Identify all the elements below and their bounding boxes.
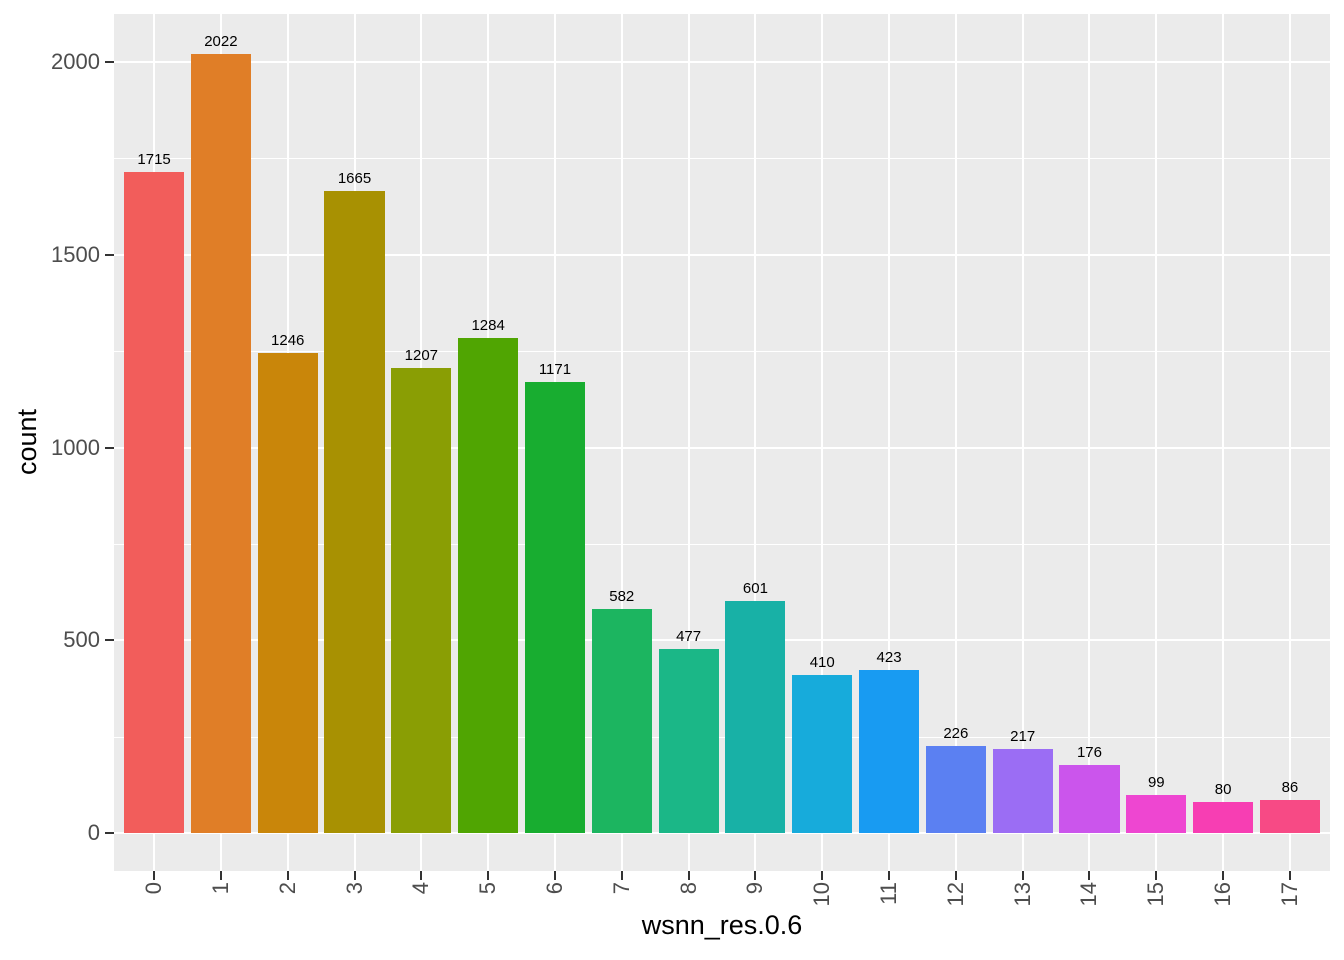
major-gridline-x [1155, 14, 1158, 871]
major-gridline-x [888, 14, 891, 871]
bar [725, 601, 786, 833]
bar [992, 749, 1053, 833]
minor-gridline-y [114, 543, 1330, 545]
bar-value-label: 423 [876, 648, 902, 666]
bar-value-label: 1284 [471, 317, 505, 335]
x-axis-tick [888, 871, 891, 880]
major-gridline-x [954, 14, 957, 871]
x-axis-tick [420, 871, 423, 880]
x-axis-tick [153, 871, 156, 880]
minor-gridline-y [114, 158, 1330, 160]
bar-value-label: 226 [943, 724, 969, 742]
major-gridline-y [114, 253, 1330, 256]
major-gridline-x [754, 14, 757, 871]
x-axis-tick [353, 871, 356, 880]
y-axis-tick [105, 253, 114, 256]
minor-gridline-y [114, 736, 1330, 738]
major-gridline-y [114, 832, 1330, 834]
bar [658, 649, 719, 833]
major-gridline-y [114, 61, 1330, 63]
bar-value-label: 99 [1147, 773, 1165, 791]
bar-value-label: 1171 [538, 360, 572, 378]
y-axis-title: count [12, 408, 42, 476]
x-axis-tick [954, 871, 957, 880]
major-gridline-x [620, 14, 623, 871]
bar-value-label: 582 [609, 587, 635, 605]
bar-value-label: 176 [1076, 744, 1102, 762]
x-axis-tick [620, 871, 623, 880]
x-axis-tick [1222, 871, 1225, 880]
x-axis-tick [487, 871, 490, 880]
bar [925, 745, 986, 833]
bar [1259, 799, 1320, 833]
major-gridline-x [821, 14, 824, 871]
bar [792, 674, 853, 833]
minor-gridline-y [114, 351, 1330, 353]
bar [1059, 765, 1120, 833]
bar [190, 53, 251, 833]
major-gridline-x [1021, 14, 1024, 871]
bar [1126, 794, 1187, 833]
bar-value-label: 477 [676, 628, 702, 646]
y-axis-tick [105, 446, 114, 449]
x-axis-tick [219, 871, 222, 880]
major-gridline-x [687, 14, 690, 871]
bar [324, 191, 385, 833]
major-gridline-x [1088, 14, 1091, 871]
major-gridline-y [114, 639, 1330, 642]
major-gridline-x [1288, 14, 1291, 871]
y-axis-tick-label: 1500 [51, 241, 100, 267]
major-gridline-x [1222, 14, 1225, 871]
bar [591, 608, 652, 833]
bar-value-label: 2022 [204, 32, 238, 50]
bar-value-label: 1246 [271, 331, 305, 349]
bar-value-label: 1665 [337, 170, 372, 188]
x-axis-tick [1021, 871, 1024, 880]
bar [858, 669, 920, 833]
y-axis-tick [105, 639, 114, 642]
x-axis-tick [821, 871, 824, 880]
y-axis-tick-label: 500 [63, 627, 100, 653]
y-axis-tick-label: 0 [87, 820, 100, 845]
bar [458, 338, 519, 833]
y-axis-tick [105, 832, 114, 834]
bar-value-label: 1207 [404, 346, 439, 364]
y-axis-tick [105, 61, 114, 63]
bar-value-label: 410 [809, 653, 835, 671]
x-axis-tick [1155, 871, 1158, 880]
bar-value-label: 1715 [137, 150, 171, 168]
x-axis-tick [687, 871, 690, 880]
x-axis-tick [1088, 871, 1091, 880]
bar [524, 381, 586, 833]
bar [257, 352, 318, 833]
x-axis-title: wsnn_res.0.6 [641, 910, 803, 940]
x-axis-tick [553, 871, 556, 880]
bar [1193, 802, 1254, 833]
bar-value-label: 217 [1010, 728, 1036, 746]
x-axis-tick [754, 871, 757, 880]
bar-value-label: 601 [742, 580, 768, 598]
y-axis-tick-label: 2000 [51, 49, 100, 74]
bar-value-label: 80 [1214, 781, 1232, 799]
x-axis-tick [1288, 871, 1291, 880]
bar-value-label: 86 [1281, 778, 1299, 796]
x-axis-tick [286, 871, 289, 880]
bar [124, 171, 185, 833]
y-axis-tick-label: 1000 [51, 434, 100, 460]
major-gridline-y [114, 446, 1330, 449]
bar [391, 367, 452, 833]
plot-panel: 1715 2022 1246 1665 1207 1284 1171 582 477 601 410… [114, 14, 1330, 871]
